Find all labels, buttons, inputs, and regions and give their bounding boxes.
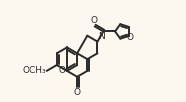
Text: OCH₃: OCH₃: [22, 66, 46, 75]
Text: N: N: [98, 32, 105, 41]
Text: O: O: [59, 66, 66, 75]
Text: O: O: [91, 16, 98, 25]
Text: O: O: [126, 33, 133, 42]
Text: O: O: [74, 88, 81, 97]
